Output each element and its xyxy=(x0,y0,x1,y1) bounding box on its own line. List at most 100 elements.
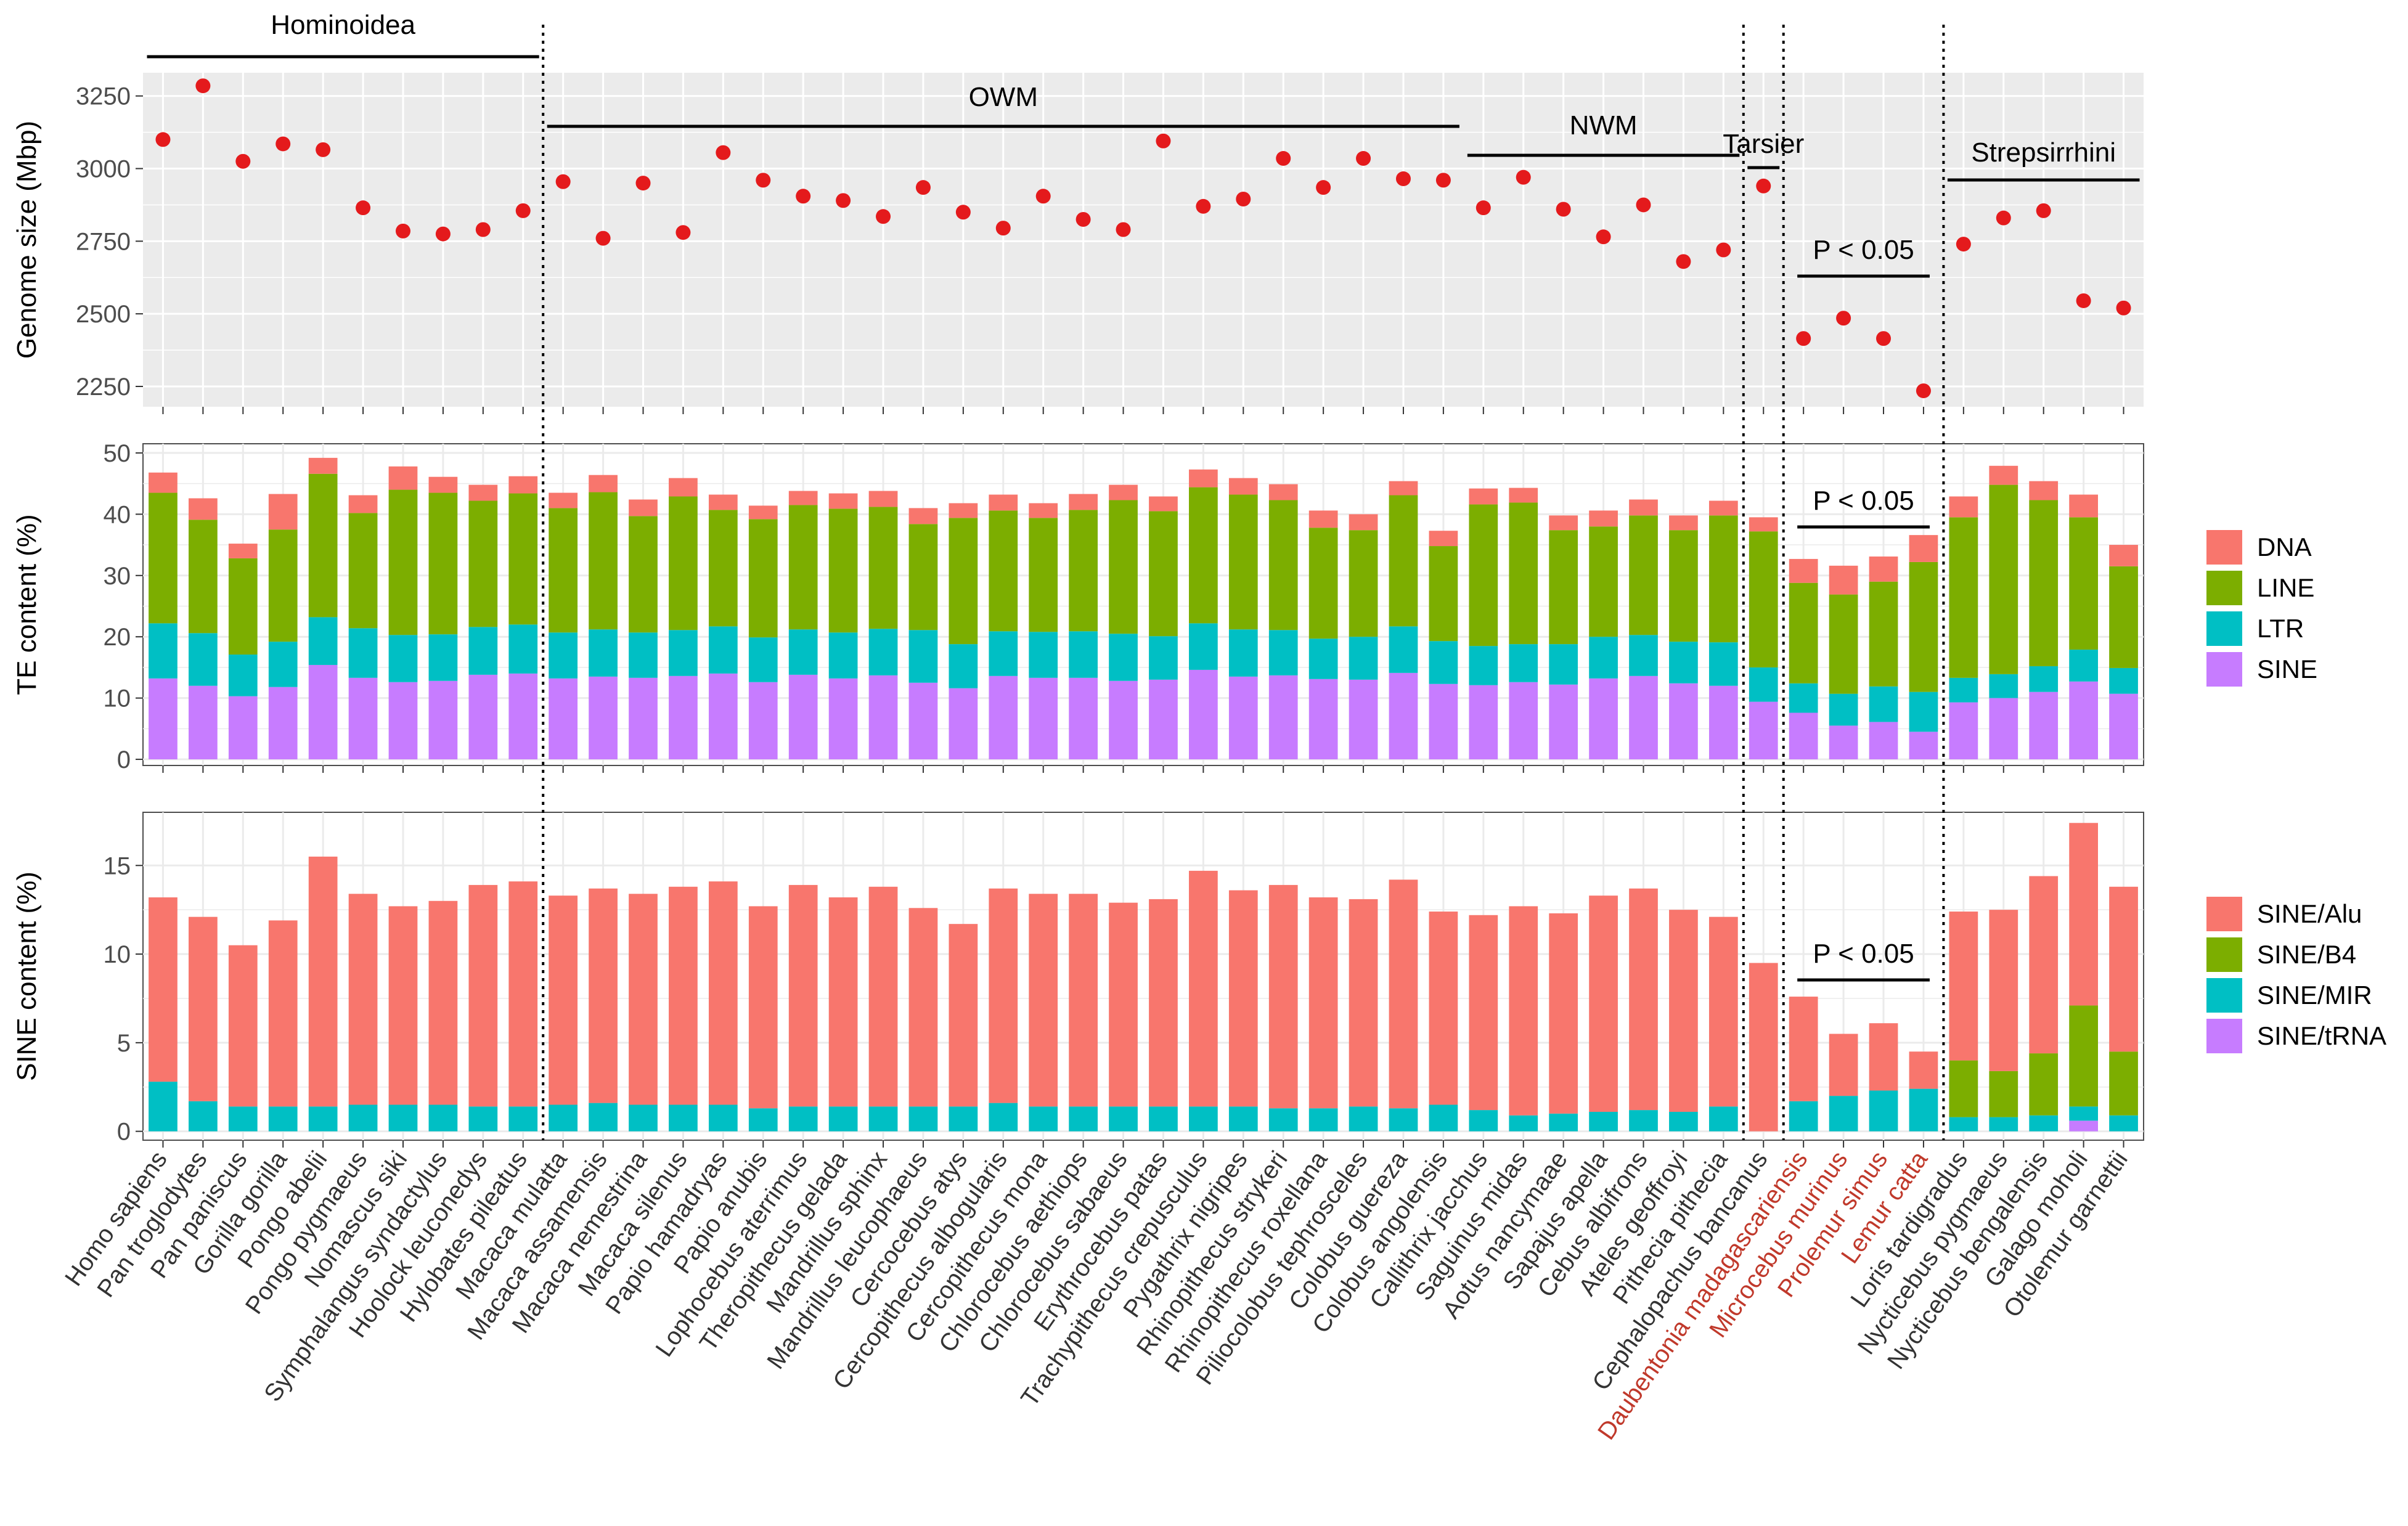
bar-segment-sine-mir xyxy=(708,1104,738,1132)
genome-size-point xyxy=(1316,180,1331,195)
group-label-nwm: NWM xyxy=(1570,110,1638,141)
bar-segment-sine-mir xyxy=(1029,1106,1058,1132)
bar-segment-dna xyxy=(748,505,778,520)
genome-size-point xyxy=(635,176,651,191)
bar-segment-sine-mir xyxy=(1829,1096,1858,1132)
bar-segment-sine xyxy=(228,696,258,760)
bar-segment-sine-alu xyxy=(1349,899,1378,1107)
bar-segment-sine-mir xyxy=(1109,1106,1138,1132)
bar-segment-ltr xyxy=(468,627,498,675)
bar-segment-line xyxy=(708,510,738,627)
bar-segment-sine-mir xyxy=(189,1101,218,1132)
genome-size-point xyxy=(2036,203,2051,218)
bar-segment-sine-alu xyxy=(149,897,178,1082)
bar-segment-sine-mir xyxy=(1069,1106,1098,1132)
panel-genome-y-axis-title: Genome size (Mbp) xyxy=(12,121,42,359)
genome-size-point xyxy=(435,226,451,242)
bar-segment-dna xyxy=(629,499,658,516)
genome-size-point xyxy=(1916,383,1931,399)
bar-segment-sine xyxy=(788,674,818,760)
legend-swatch-line xyxy=(2206,571,2242,605)
bar-segment-sine-mir xyxy=(1268,1108,1298,1132)
genome-size-point xyxy=(1876,331,1892,346)
bar-segment-dna xyxy=(1029,503,1058,518)
bar-segment-sine-alu xyxy=(748,906,778,1109)
bar-segment-line xyxy=(508,493,538,625)
genome-size-point xyxy=(1716,242,1731,258)
bar-segment-ltr xyxy=(2069,650,2098,682)
bar-segment-dna xyxy=(1469,488,1498,505)
genome-size-point xyxy=(836,193,851,208)
bar-segment-dna xyxy=(468,484,498,501)
genome-size-point xyxy=(1596,229,1611,245)
bar-segment-sine-mir xyxy=(989,1103,1018,1132)
bar-segment-sine-alu xyxy=(708,881,738,1105)
genome-size-point xyxy=(395,223,410,239)
bar-segment-ltr xyxy=(1429,641,1458,684)
bar-segment-line xyxy=(228,558,258,655)
genome-size-point xyxy=(1196,198,1211,214)
bar-segment-ltr xyxy=(629,632,658,678)
bar-segment-sine-alu xyxy=(1228,890,1258,1107)
bar-segment-dna xyxy=(1629,499,1658,516)
bar-segment-ltr xyxy=(1349,637,1378,680)
genome-size-point xyxy=(2076,293,2091,308)
bar-segment-sine-alu xyxy=(589,888,618,1103)
genome-size-point xyxy=(595,231,611,246)
legend-swatch-dna xyxy=(2206,530,2242,565)
bar-segment-dna xyxy=(828,493,858,509)
bar-segment-sine-alu xyxy=(1029,894,1058,1107)
bar-segment-line xyxy=(1949,517,1978,678)
bar-segment-dna xyxy=(1708,500,1738,516)
genome-size-point xyxy=(796,189,811,204)
bar-segment-sine-mir xyxy=(1909,1088,1938,1132)
bar-segment-sine-mir xyxy=(1349,1106,1378,1132)
legend-label: SINE/B4 xyxy=(2257,940,2356,969)
genome-size-point xyxy=(316,142,331,157)
bar-segment-sine-mir xyxy=(1429,1104,1458,1132)
bar-segment-dna xyxy=(1869,556,1898,582)
bar-segment-ltr xyxy=(1708,642,1738,686)
panel-te-y-tick-label: 20 xyxy=(104,624,131,651)
bar-segment-dna xyxy=(989,494,1018,511)
bar-segment-sine-mir xyxy=(228,1106,258,1132)
bar-segment-ltr xyxy=(1749,667,1778,702)
bar-segment-line xyxy=(669,496,698,630)
bar-segment-dna xyxy=(1268,484,1298,500)
bar-segment-ltr xyxy=(508,624,538,674)
bar-segment-sine-alu xyxy=(1308,897,1338,1109)
bar-segment-dna xyxy=(348,495,378,513)
bar-segment-sine xyxy=(428,680,458,760)
bar-segment-sine-b4 xyxy=(2069,1005,2098,1107)
bar-segment-sine-alu xyxy=(1429,912,1458,1105)
bar-segment-sine-mir xyxy=(2069,1106,2098,1121)
bar-segment-sine xyxy=(1789,712,1818,760)
bar-segment-line xyxy=(1989,484,2018,674)
bar-segment-sine xyxy=(868,675,898,760)
bar-segment-dna xyxy=(669,478,698,497)
bar-segment-sine-alu xyxy=(949,924,978,1107)
bar-segment-ltr xyxy=(589,629,618,677)
bar-segment-sine-alu xyxy=(1549,913,1578,1114)
genome-size-point xyxy=(1116,222,1131,237)
bar-segment-dna xyxy=(268,494,298,530)
bar-segment-line xyxy=(1789,582,1818,683)
pvalue-label: P < 0.05 xyxy=(1813,486,1914,516)
bar-segment-ltr xyxy=(189,633,218,686)
bar-segment-line xyxy=(908,524,938,630)
bar-segment-ltr xyxy=(949,644,978,688)
bar-segment-sine-alu xyxy=(508,881,538,1107)
bar-segment-sine-trna xyxy=(2069,1120,2098,1132)
genome-size-point xyxy=(1395,171,1411,187)
bar-segment-line xyxy=(949,518,978,645)
legend-label: LTR xyxy=(2257,614,2304,643)
bar-segment-sine-alu xyxy=(468,884,498,1107)
bar-segment-sine-alu xyxy=(788,884,818,1107)
bar-segment-line xyxy=(468,500,498,627)
bar-segment-sine xyxy=(1389,672,1418,760)
bar-segment-line xyxy=(149,492,178,624)
bar-segment-sine xyxy=(1549,684,1578,760)
legend-swatch-sine-mir xyxy=(2206,978,2242,1013)
panel-genome-y-tick-label: 2750 xyxy=(76,228,131,255)
bar-segment-dna xyxy=(1549,515,1578,531)
